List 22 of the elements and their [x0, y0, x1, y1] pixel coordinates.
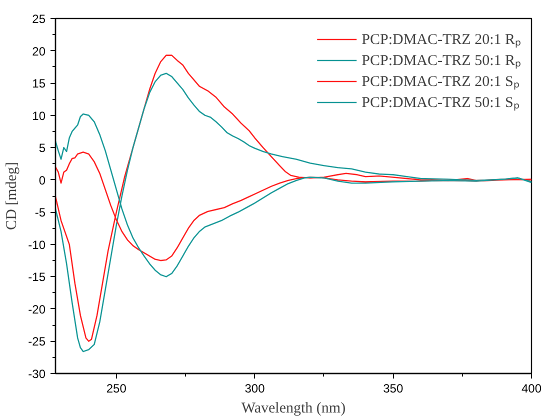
y-tick-label: -20: [28, 302, 46, 316]
y-tick-label: 20: [32, 44, 46, 58]
legend-label: PCP:DMAC-TRZ 50:1 Sₚ: [362, 94, 520, 112]
y-tick-label: -30: [28, 367, 46, 381]
y-tick-label: 10: [32, 108, 46, 123]
legend-label: PCP:DMAC-TRZ 50:1 Rₚ: [362, 52, 521, 70]
y-tick-label: -15: [28, 270, 46, 284]
legend-label: PCP:DMAC-TRZ 20:1 Sₚ: [362, 73, 520, 91]
y-axis-title: CD [mdeg]: [4, 162, 20, 230]
y-tick-label: 25: [32, 12, 46, 26]
y-tick-label: 15: [32, 76, 46, 91]
y-tick-label: 0: [38, 173, 46, 188]
legend-label: PCP:DMAC-TRZ 20:1 Rₚ: [362, 31, 521, 49]
y-tick-label: -5: [34, 206, 46, 220]
y-tick-label: 5: [38, 141, 46, 156]
x-tick-label: 400: [521, 382, 542, 396]
x-axis-title: Wavelength (nm): [241, 400, 346, 416]
x-tick-label: 300: [244, 382, 266, 396]
y-tick-label: -25: [28, 334, 46, 349]
x-tick-label: 250: [106, 382, 127, 396]
y-tick-label: -10: [28, 238, 46, 252]
x-tick-label: 350: [383, 382, 404, 396]
